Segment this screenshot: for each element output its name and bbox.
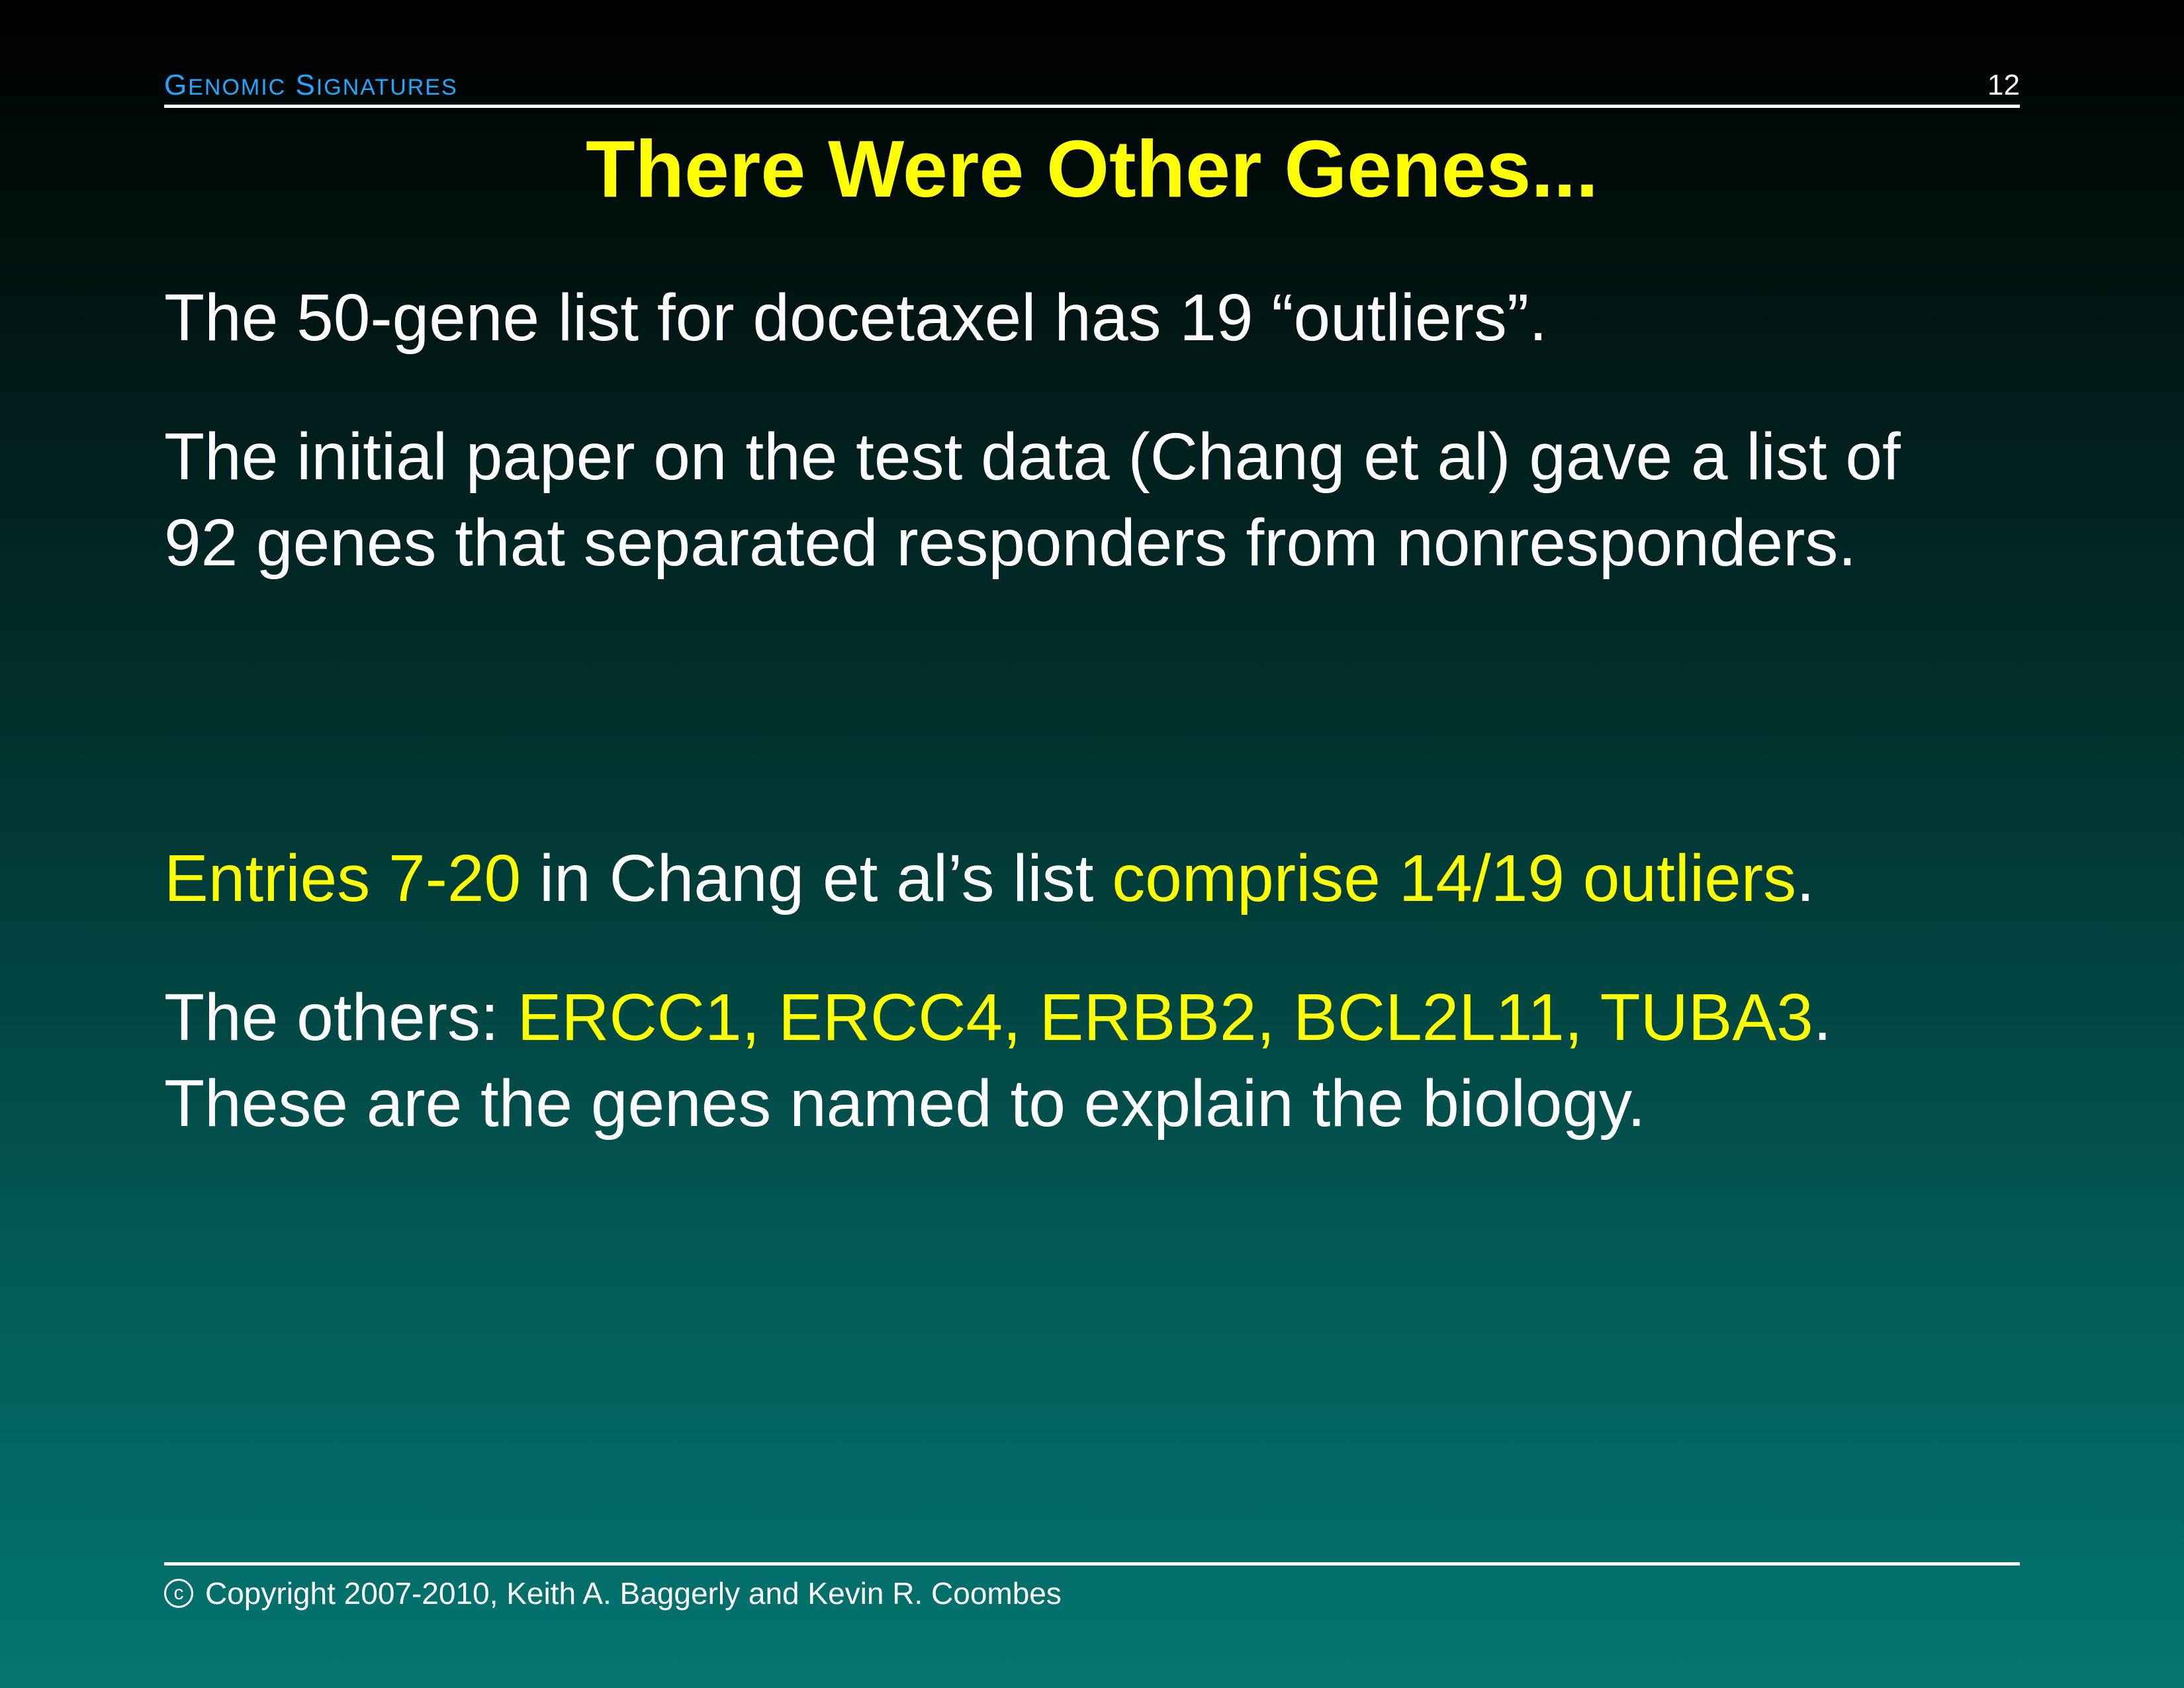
header-rest-ignatures: IGNATURES [316, 75, 458, 100]
paragraph-outliers: The 50-gene list for docetaxel has 19 “o… [164, 275, 1547, 361]
others-end-text: . [1813, 980, 1832, 1055]
page-number: 12 [1987, 69, 2020, 101]
footer-rule [164, 1562, 2020, 1566]
highlight-entries: Entries 7-20 [164, 841, 522, 915]
paragraph-outliers-text: The 50-gene list for docetaxel has 19 “o… [164, 281, 1547, 355]
header-cap-s: S [295, 69, 316, 101]
others-start-text: The others: [164, 980, 518, 1055]
footer-copyright: c Copyright 2007-2010, Keith A. Baggerly… [164, 1575, 1062, 1611]
paragraph-others-line1: The others: ERCC1, ERCC4, ERBB2, BCL2L11… [164, 974, 1832, 1060]
paragraph-entries: Entries 7-20 in Chang et al’s list compr… [164, 835, 1815, 921]
paragraph-others-line2: These are the genes named to explain the… [164, 1066, 1646, 1141]
paragraph-chang-list: The initial paper on the test data (Chan… [164, 414, 1901, 586]
highlight-comprise: comprise 14/19 outliers [1112, 841, 1797, 915]
copyright-icon: c [164, 1579, 193, 1608]
entries-end-text: . [1796, 841, 1815, 915]
slide-title: There Were Other Genes... [585, 124, 1599, 214]
running-header: GENOMIC SIGNATURES [164, 69, 458, 102]
paragraph-others: The others: ERCC1, ERCC4, ERBB2, BCL2L11… [164, 974, 1832, 1147]
header-rule [164, 105, 2020, 108]
header-rest-enomic: ENOMIC [188, 75, 287, 100]
entries-mid-text: in Chang et al’s list [521, 841, 1113, 915]
copyright-text: Copyright 2007-2010, Keith A. Baggerly a… [205, 1576, 1062, 1611]
paragraph-chang-line2: 92 genes that separated responders from … [164, 506, 1857, 580]
highlight-gene-names: ERCC1, ERCC4, ERBB2, BCL2L11, TUBA3 [517, 980, 1813, 1055]
paragraph-chang-line1: The initial paper on the test data (Chan… [164, 420, 1901, 494]
header-cap-g: G [164, 69, 189, 101]
